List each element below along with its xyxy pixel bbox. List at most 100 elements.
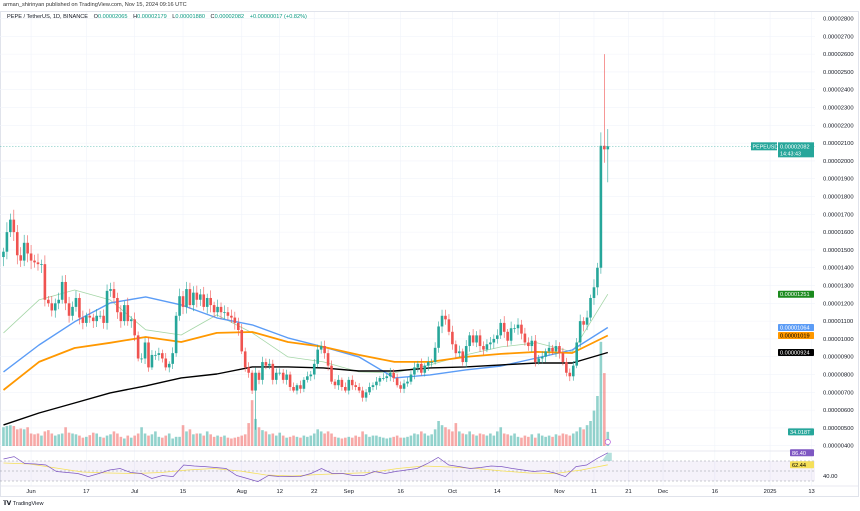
volume-bar: [530, 434, 534, 446]
time-tick-label: Nov: [554, 489, 564, 495]
volume-bar: [603, 373, 606, 446]
candle-body: [371, 385, 375, 387]
candle: [233, 311, 237, 330]
candle: [306, 371, 309, 383]
candle-body: [109, 289, 112, 291]
candle: [143, 337, 147, 365]
volume-bar: [192, 434, 195, 446]
volume-bar: [288, 436, 292, 446]
candle-body: [592, 287, 596, 298]
symbol-title[interactable]: PEPE / TetherUS, 1D, BINANCE: [7, 14, 89, 20]
candle: [254, 367, 257, 430]
volume-bar: [281, 435, 285, 446]
volume-bar: [561, 433, 565, 446]
candle: [212, 301, 216, 318]
candle: [257, 370, 261, 385]
rsi-ma-tag-bg: [790, 461, 814, 469]
volume-bar: [423, 433, 427, 446]
candle-body: [64, 281, 67, 304]
candle-body: [413, 367, 416, 375]
candle: [385, 373, 389, 383]
candle: [392, 369, 395, 382]
moving-average-line: [3, 289, 609, 374]
candle-body: [216, 306, 219, 313]
candle-body: [589, 297, 592, 318]
candle-body: [330, 365, 333, 382]
candle-body: [60, 281, 64, 300]
candle-body: [230, 315, 233, 318]
symbol-tag: PEPEUSDT: [753, 144, 783, 150]
volume-bar: [533, 437, 537, 446]
candle: [5, 222, 9, 260]
candle: [344, 382, 347, 393]
price-tick-label: 0.00002000: [823, 159, 854, 165]
candle-body: [112, 289, 116, 298]
candle-body: [233, 317, 237, 323]
volume-bar: [388, 437, 392, 446]
price-tick-label: 0.00001700: [823, 212, 854, 218]
volume-bar: [606, 431, 610, 446]
volume-bar: [292, 435, 295, 446]
candle: [447, 314, 451, 336]
volume-bar: [413, 433, 416, 446]
candle-body: [319, 346, 323, 350]
volume-bar: [60, 433, 64, 446]
price-tick-label: 0.00002400: [823, 88, 854, 94]
volume-bar: [216, 435, 219, 446]
volume-bar: [582, 429, 585, 446]
candle: [589, 294, 592, 322]
candle-body: [250, 372, 254, 391]
candle-body: [520, 324, 523, 334]
volume-bar: [495, 431, 499, 446]
lightning-icon[interactable]: [604, 439, 611, 445]
volume-bar: [102, 437, 105, 446]
candle-body: [223, 312, 226, 314]
candle: [357, 383, 361, 394]
volume-bar: [143, 433, 147, 446]
volume-bar: [333, 436, 337, 446]
candle-body: [533, 340, 537, 363]
candle-body: [123, 305, 126, 322]
candle-body: [278, 372, 282, 374]
volume-bar: [205, 431, 209, 446]
candle: [278, 368, 282, 376]
volume-bar: [492, 435, 496, 446]
volume-bar: [164, 435, 168, 446]
volume-bar: [285, 437, 288, 446]
candle: [558, 342, 561, 359]
candle-body: [433, 347, 437, 363]
candle-body: [47, 299, 50, 304]
candle-body: [243, 351, 247, 368]
candle-body: [430, 362, 433, 363]
footer-brand[interactable]: TradingView: [12, 500, 44, 507]
volume-bar: [309, 435, 313, 446]
candle: [502, 316, 506, 338]
candle: [116, 292, 119, 319]
volume-bar: [323, 433, 326, 446]
candle-body: [167, 363, 171, 368]
candle: [537, 354, 541, 365]
candles: [0, 54, 815, 430]
volume-bar: [67, 432, 71, 446]
price-tick-label: 0.00000800: [823, 373, 854, 379]
candle: [129, 316, 133, 328]
volume-bar: [568, 435, 572, 446]
candle: [544, 348, 547, 363]
candle: [551, 344, 554, 355]
volume-bar: [357, 436, 361, 446]
close-value: 0.00002082: [214, 14, 245, 20]
candle-body: [185, 289, 188, 307]
candle-body: [40, 264, 43, 265]
candle: [91, 313, 95, 328]
candle-body: [571, 365, 575, 377]
ma-price-tag-bg: [778, 332, 814, 340]
candle-body: [161, 353, 164, 359]
volume-bar: [299, 437, 302, 446]
candle-body: [67, 303, 71, 316]
volume-bar: [371, 435, 375, 446]
candle-body: [464, 346, 468, 363]
candle: [409, 371, 413, 385]
time-tick-label: 2025: [764, 489, 777, 495]
